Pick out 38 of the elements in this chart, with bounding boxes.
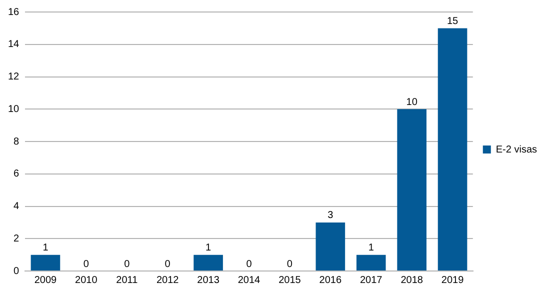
x-tick-label: 2018 — [400, 274, 424, 286]
x-tick-label: 2010 — [75, 274, 98, 286]
y-tick-label: 6 — [14, 168, 20, 180]
y-tick-label: 0 — [14, 266, 20, 277]
x-tick-label: 2009 — [34, 274, 58, 286]
data-label: 15 — [446, 16, 459, 27]
x-tick-label: 2015 — [278, 274, 302, 286]
data-label: 10 — [406, 96, 418, 108]
bar — [30, 254, 60, 270]
x-tick-label: 2016 — [319, 274, 342, 286]
y-tick-label: 2 — [14, 233, 20, 244]
bar — [397, 109, 426, 270]
y-tick-label: 10 — [8, 104, 20, 115]
legend-label: E-2 visas — [496, 144, 537, 156]
x-tick-label: 2019 — [441, 274, 464, 286]
data-label: 0 — [286, 258, 293, 270]
y-tick-label: 12 — [8, 72, 20, 82]
data-label: 0 — [164, 258, 171, 270]
x-tick-label: 2012 — [156, 274, 180, 286]
data-label: 0 — [246, 258, 252, 270]
bar — [438, 28, 468, 270]
y-tick-label: 16 — [8, 6, 20, 18]
x-tick-label: 2013 — [197, 274, 220, 286]
data-label: 0 — [124, 258, 130, 270]
bar — [356, 254, 386, 270]
x-tick-label: 2011 — [116, 274, 138, 286]
y-tick-label: 4 — [14, 201, 20, 212]
bar — [316, 222, 346, 270]
x-tick-label: 2017 — [360, 274, 383, 286]
y-tick-label: 14 — [8, 39, 20, 50]
x-tick-label: 2014 — [238, 274, 261, 286]
data-label: 0 — [83, 258, 90, 270]
data-label: 1 — [42, 242, 49, 254]
data-label: 3 — [328, 210, 334, 222]
data-label: 1 — [368, 242, 374, 254]
data-label: 1 — [206, 242, 212, 254]
bar — [194, 254, 223, 270]
y-tick-label: 8 — [14, 136, 20, 148]
